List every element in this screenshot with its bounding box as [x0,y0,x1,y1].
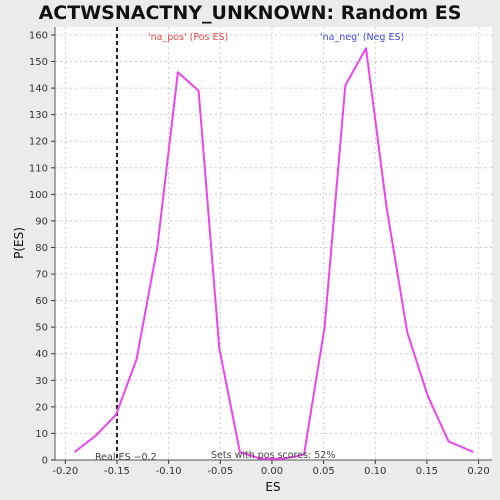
y-tick-label: 150 [29,57,48,68]
plot-background [55,27,492,460]
y-tick-label: 0 [42,456,48,467]
y-tick-label: 50 [35,323,48,334]
y-axis-label: P(ES) [12,227,26,259]
y-tick-label: 30 [35,376,48,387]
y-tick-label: 60 [35,296,48,307]
pos-es-label: 'na_pos' (Pos ES) [148,32,228,43]
y-tick-label: 140 [29,84,48,95]
es-distribution-line [73,47,474,460]
chart-marks [73,27,474,460]
x-tick-label: 0.15 [416,466,438,477]
x-axis-label: ES [265,480,280,494]
y-tick-label: 120 [29,137,48,148]
pos-scores-label: Sets with pos scores: 52% [211,450,335,461]
y-tick-label: 160 [29,30,48,41]
x-tick-label: -0.05 [207,466,233,477]
real-es-label: Real ES −0.2 [95,452,157,463]
x-tick-label: 0.05 [312,466,334,477]
y-tick-label: 90 [35,216,48,227]
x-tick-label: -0.10 [156,466,182,477]
y-tick-label: 10 [35,429,48,440]
x-tick-label: -0.15 [104,466,130,477]
neg-es-label: 'na_neg' (Neg ES) [320,32,404,43]
y-tick-label: 80 [35,243,48,254]
y-tick-label: 20 [35,402,48,413]
x-tick-label: 0.00 [261,466,283,477]
axes: 0 10 20 30 40 50 60 70 80 90 100 110 120 130 140 150 160… [29,27,492,477]
x-tick-label: 0.10 [364,466,386,477]
x-tick-label: 0.20 [467,466,489,477]
y-tick-label: 110 [29,163,48,174]
grid [55,27,492,461]
y-tick-label: 40 [35,349,48,360]
y-tick-label: 100 [29,190,48,201]
y-tick-label: 70 [35,270,48,281]
x-tick-label: -0.20 [52,466,78,477]
y-tick-label: 130 [29,110,48,121]
